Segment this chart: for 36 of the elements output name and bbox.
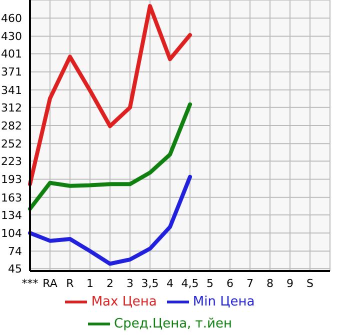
- x-tick-label: 5: [206, 276, 214, 290]
- y-tick-label: 134: [1, 208, 22, 222]
- x-tick-label: S: [306, 276, 314, 290]
- y-tick-label: 401: [1, 48, 22, 61]
- y-tick-label: 45: [8, 262, 22, 276]
- x-tick-label: 3,5: [141, 276, 159, 290]
- x-tick-label: 8: [266, 276, 274, 290]
- x-tick-label: R: [66, 276, 74, 290]
- y-tick-label: 163: [1, 191, 22, 204]
- line-series: [28, 4, 192, 186]
- x-tick-label: 3: [126, 276, 134, 290]
- legend-label: Min Цена: [192, 294, 255, 310]
- line-series: [28, 174, 192, 266]
- line-series: [28, 102, 192, 211]
- x-tick-label: 1: [86, 276, 94, 290]
- y-tick-label: 460: [1, 12, 22, 26]
- x-tick-label: 7: [246, 276, 254, 290]
- legend-label: Сред.Цена, т.йен: [114, 316, 232, 332]
- y-tick-label: 312: [1, 101, 22, 114]
- y-tick-label: 252: [1, 138, 22, 151]
- y-tick-label: 282: [1, 119, 22, 132]
- legend-label: Max Цена: [91, 294, 157, 310]
- x-tick-label: ***: [22, 276, 39, 290]
- y-tick-label: 341: [1, 84, 22, 97]
- y-tick-label: 371: [1, 66, 22, 79]
- y-tick-label: 430: [1, 30, 22, 44]
- x-tick-label: 4,5: [181, 276, 199, 290]
- y-tick-label: 104: [1, 226, 22, 240]
- x-tick-label: 2: [106, 276, 114, 290]
- x-tick-label: 4: [166, 276, 174, 290]
- x-tick-label: 9: [286, 276, 294, 290]
- y-tick-label: 193: [1, 173, 22, 186]
- x-tick-label: RA: [42, 276, 58, 290]
- x-tick-label: 6: [226, 276, 234, 290]
- y-tick-label: 223: [1, 155, 22, 168]
- y-tick-label: 74: [8, 244, 22, 258]
